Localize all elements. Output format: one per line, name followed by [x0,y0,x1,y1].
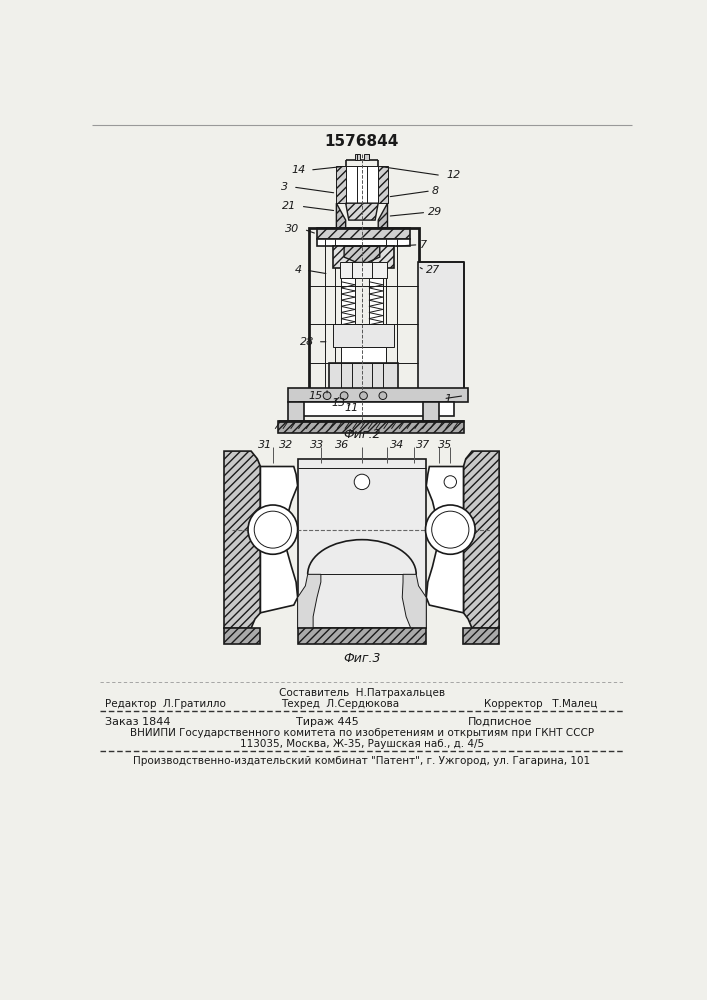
Text: 1: 1 [445,394,452,404]
Circle shape [360,392,368,400]
Polygon shape [298,459,426,628]
Text: 29: 29 [428,207,442,217]
Text: Подписное: Подписное [468,717,532,727]
Circle shape [323,392,331,400]
Polygon shape [224,628,260,644]
Polygon shape [378,203,387,228]
Circle shape [255,511,291,548]
Bar [317,239,410,246]
Bar [279,421,464,433]
Circle shape [248,505,298,554]
Text: 36: 36 [335,440,350,450]
Polygon shape [298,628,426,644]
Text: Редактор  Л.Гратилло: Редактор Л.Гратилло [105,699,226,709]
Polygon shape [464,451,499,628]
Bar [288,388,468,402]
Polygon shape [337,203,346,228]
Bar [317,228,410,239]
Text: 4: 4 [294,265,301,275]
Text: ВНИИПИ Государственного комитета по изобретениям и открытиям при ГКНТ СССР: ВНИИПИ Государственного комитета по изоб… [130,728,594,738]
Bar [363,154,369,160]
Text: 14: 14 [291,165,305,175]
Text: 31: 31 [258,440,272,450]
Text: Техред  Л.Сердюкова: Техред Л.Сердюкова [281,699,399,709]
Bar [299,402,454,416]
Polygon shape [464,628,499,644]
Bar [340,262,387,278]
Bar [288,402,304,421]
Bar [355,154,361,160]
Text: Фиг.3: Фиг.3 [343,652,380,666]
Text: Заказ 1844: Заказ 1844 [105,717,171,727]
Bar [369,278,383,324]
Bar [337,166,346,203]
Text: 11: 11 [344,403,358,413]
Bar [346,166,378,203]
Text: Тираж 445: Тираж 445 [296,717,359,727]
Text: 28: 28 [300,337,315,347]
Text: 8: 8 [432,186,439,196]
Circle shape [379,392,387,400]
Bar [423,402,438,421]
Text: 12: 12 [446,170,461,180]
Text: Составитель  Н.Патрахальцев: Составитель Н.Патрахальцев [279,688,445,698]
Polygon shape [346,203,378,220]
Circle shape [444,476,457,488]
Text: 37: 37 [416,440,431,450]
Text: 34: 34 [390,440,404,450]
Polygon shape [344,246,380,262]
Bar [333,246,394,268]
Circle shape [354,474,370,490]
Text: 27: 27 [426,265,440,275]
Circle shape [426,505,475,554]
Bar [378,166,387,203]
Polygon shape [426,466,464,613]
Bar [309,228,419,393]
Text: 3: 3 [281,182,288,192]
Bar [333,324,394,347]
Text: 13: 13 [332,398,346,408]
Circle shape [432,511,469,548]
Polygon shape [260,466,298,613]
Text: 1576844: 1576844 [325,134,399,149]
Text: 113035, Москва, Ж-35, Раушская наб., д. 4/5: 113035, Москва, Ж-35, Раушская наб., д. … [240,739,484,749]
Text: 21: 21 [282,201,296,211]
Polygon shape [298,574,321,628]
Text: 15: 15 [308,391,322,401]
Bar [329,363,398,393]
Text: 7: 7 [420,240,427,250]
Text: 35: 35 [438,440,452,450]
Text: Корректор   Т.Малец: Корректор Т.Малец [484,699,597,709]
Polygon shape [402,574,426,628]
Text: Производственно-издательский комбинат "Патент", г. Ужгород, ул. Гагарина, 101: Производственно-издательский комбинат "П… [134,756,590,766]
Text: 33: 33 [310,440,324,450]
Text: Фиг.2: Фиг.2 [343,428,380,441]
Text: 32: 32 [279,440,293,450]
Polygon shape [224,451,260,628]
Bar [341,278,355,324]
Text: 30: 30 [285,224,299,234]
Bar [341,347,386,363]
Bar [418,262,464,393]
Circle shape [340,392,348,400]
